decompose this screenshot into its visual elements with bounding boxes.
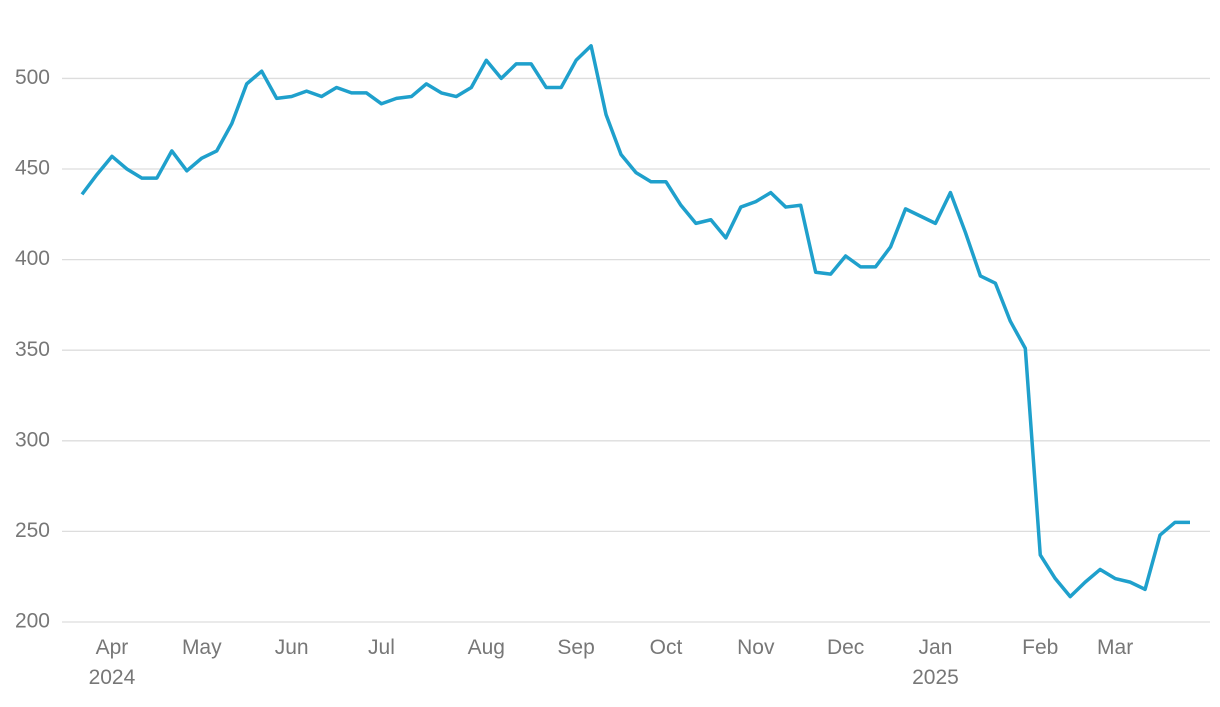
- x-tick-label: Nov: [737, 636, 775, 659]
- y-tick-label: 250: [15, 519, 50, 542]
- x-tick-label: Dec: [827, 636, 864, 659]
- x-tick-label: Apr 2024: [89, 636, 136, 689]
- x-tick-label: Feb: [1022, 636, 1058, 659]
- y-tick-label: 300: [15, 428, 50, 451]
- y-tick-label: 450: [15, 157, 50, 180]
- x-tick-label: May: [182, 636, 222, 659]
- x-tick-label: Mar: [1097, 636, 1133, 659]
- y-tick-label: 200: [15, 610, 50, 633]
- x-tick-label: Jan 2025: [912, 636, 959, 689]
- x-tick-label: Jul: [368, 636, 395, 659]
- line-series: [80, 44, 1190, 599]
- y-tick-label: 400: [15, 247, 50, 270]
- y-tick-label: 350: [15, 338, 50, 361]
- x-tick-label: Sep: [557, 636, 594, 659]
- x-tick-label: Oct: [650, 636, 683, 659]
- x-tick-label: Aug: [468, 636, 505, 659]
- y-tick-label: 500: [15, 66, 50, 89]
- x-tick-label: Jun: [275, 636, 309, 659]
